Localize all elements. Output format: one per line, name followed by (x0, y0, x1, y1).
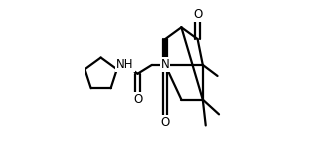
Text: O: O (193, 8, 202, 21)
Text: N: N (161, 58, 170, 71)
Text: O: O (133, 93, 142, 106)
Text: NH: NH (116, 58, 133, 71)
Text: O: O (160, 116, 170, 129)
